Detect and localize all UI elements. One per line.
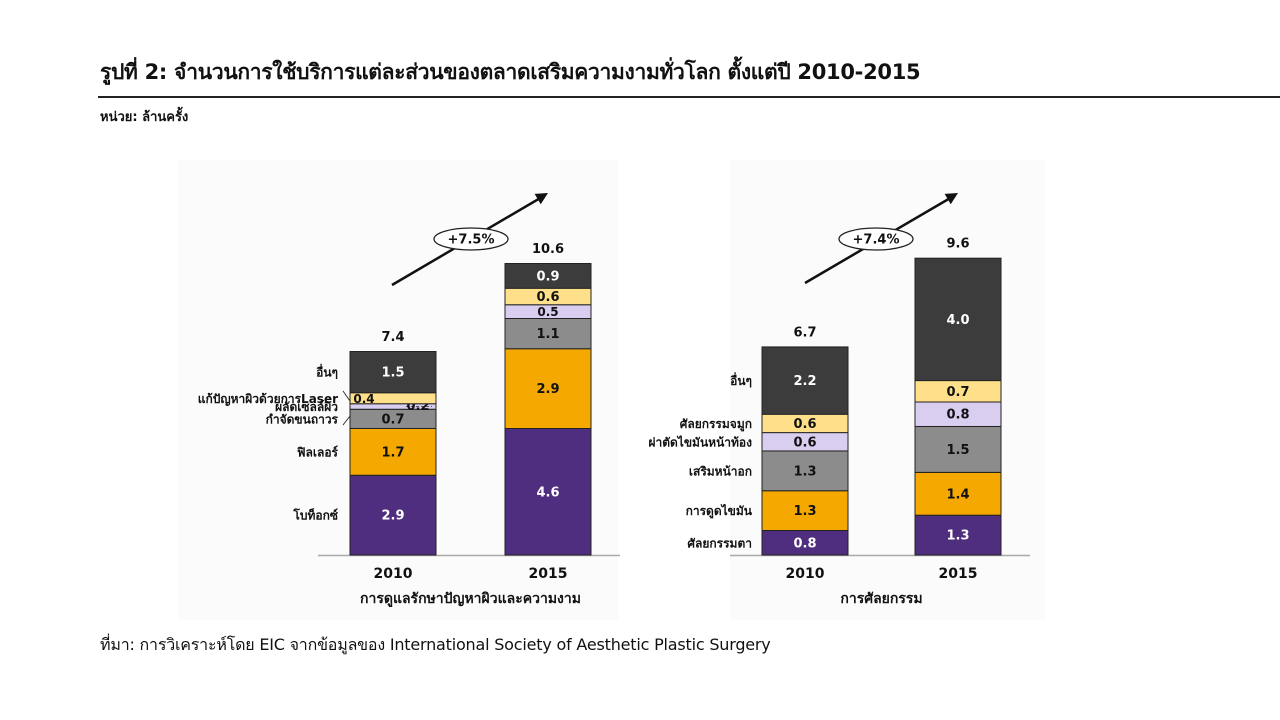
bar-segment-skin-2015-5 [504, 263, 592, 289]
series-label: โบท็อกซ์ [292, 508, 338, 523]
growth-label: +7.5% [448, 233, 495, 248]
series-label: แก้ปัญหาผิวด้วยการLaser [198, 392, 338, 406]
data-label: 0.8 [793, 536, 816, 551]
series-label: ศัลยกรรมจมูก [680, 417, 752, 432]
series-label: เสริมหน้าอก [689, 464, 752, 478]
data-label: 0.8 [946, 408, 969, 423]
bar-segment-skin-2015-2 [504, 318, 592, 350]
bar-segment-surgery-2010-0 [761, 530, 849, 556]
data-label: 1.3 [946, 529, 969, 544]
series-label: การดูดไขมัน [686, 503, 753, 519]
series-label: อื่นๆ [316, 364, 338, 380]
data-label: 2.2 [793, 374, 816, 389]
series-label: ผ่าตัดไขมันหน้าท้อง [648, 434, 752, 449]
data-label: 0.6 [793, 435, 816, 450]
x-tick-label: 2015 [529, 566, 568, 582]
data-label: 1.3 [793, 504, 816, 519]
data-label: 0.6 [536, 290, 559, 305]
bar-segment-surgery-2015-0 [914, 514, 1002, 556]
growth-arrow-head [944, 193, 958, 205]
bar-total-label: 9.6 [946, 237, 969, 252]
series-label-leader [342, 415, 351, 426]
unit-label: หน่วย: ล้านครั้ง [100, 110, 189, 125]
data-label: 1.7 [381, 445, 404, 460]
growth-badge [433, 227, 509, 251]
data-label: 0.9 [536, 269, 559, 284]
x-axis-title: การดูแลรักษาปัญหาผิวและความงาม [360, 591, 581, 607]
bar-segment-surgery-2010-1 [761, 490, 849, 532]
data-label: 0.4 [353, 392, 374, 406]
bar-segment-skin-2015-0 [504, 428, 592, 556]
series-label: ผลัดเซลล์ผิว [275, 400, 338, 414]
growth-label: +7.4% [853, 233, 900, 248]
data-label: 0.7 [381, 412, 404, 427]
data-label: 2.9 [536, 382, 559, 397]
data-label: 0.5 [537, 305, 558, 319]
x-tick-label: 2010 [374, 566, 413, 582]
page-title: รูปที่ 2: จำนวนการใช้บริการแต่ละส่วนของต… [100, 60, 921, 84]
bar-segment-surgery-2010-2 [761, 450, 849, 492]
x-axis-title: การศัลยกรรม [840, 591, 922, 607]
bar-segment-skin-2010-0 [349, 474, 437, 556]
data-label: 1.3 [793, 464, 816, 479]
bar-segment-surgery-2015-3 [914, 401, 1002, 427]
bar-segment-skin-2015-1 [504, 348, 592, 429]
bar-segment-surgery-2015-5 [914, 257, 1002, 382]
data-label: 2.9 [381, 509, 404, 524]
series-label: อื่นๆ [730, 372, 752, 388]
bar-segment-skin-2010-5 [349, 351, 437, 394]
bar-segment-surgery-2010-5 [761, 346, 849, 415]
source-note: ที่มา: การวิเคราะห์โดย EIC จากข้อมูลของ … [100, 635, 771, 654]
x-tick-label: 2010 [786, 566, 825, 582]
data-label: 4.6 [536, 485, 559, 500]
series-label-leader [342, 390, 351, 402]
bar-segment-surgery-2015-2 [914, 425, 1002, 473]
data-label: 1.1 [536, 327, 559, 342]
bar-segment-surgery-2015-1 [914, 471, 1002, 516]
growth-badge [838, 227, 914, 251]
series-label: ศัลยกรรมตา [687, 536, 752, 550]
series-label: ฟิลเลอร์ [297, 445, 339, 459]
title-rule [98, 96, 1280, 98]
bar-total-label: 7.4 [381, 330, 404, 345]
data-label: 0.6 [793, 417, 816, 432]
data-label: 1.5 [381, 366, 404, 381]
growth-arrow-head [534, 193, 548, 205]
data-label: 1.5 [946, 443, 969, 458]
bar-total-label: 10.6 [532, 242, 564, 257]
data-label: 1.4 [946, 487, 969, 502]
bar-total-label: 6.7 [793, 325, 816, 340]
series-label: กำจัดขนถาวร [266, 412, 339, 426]
x-tick-label: 2015 [939, 566, 978, 582]
data-label: 0.7 [946, 385, 969, 400]
data-label: 4.0 [946, 313, 969, 328]
